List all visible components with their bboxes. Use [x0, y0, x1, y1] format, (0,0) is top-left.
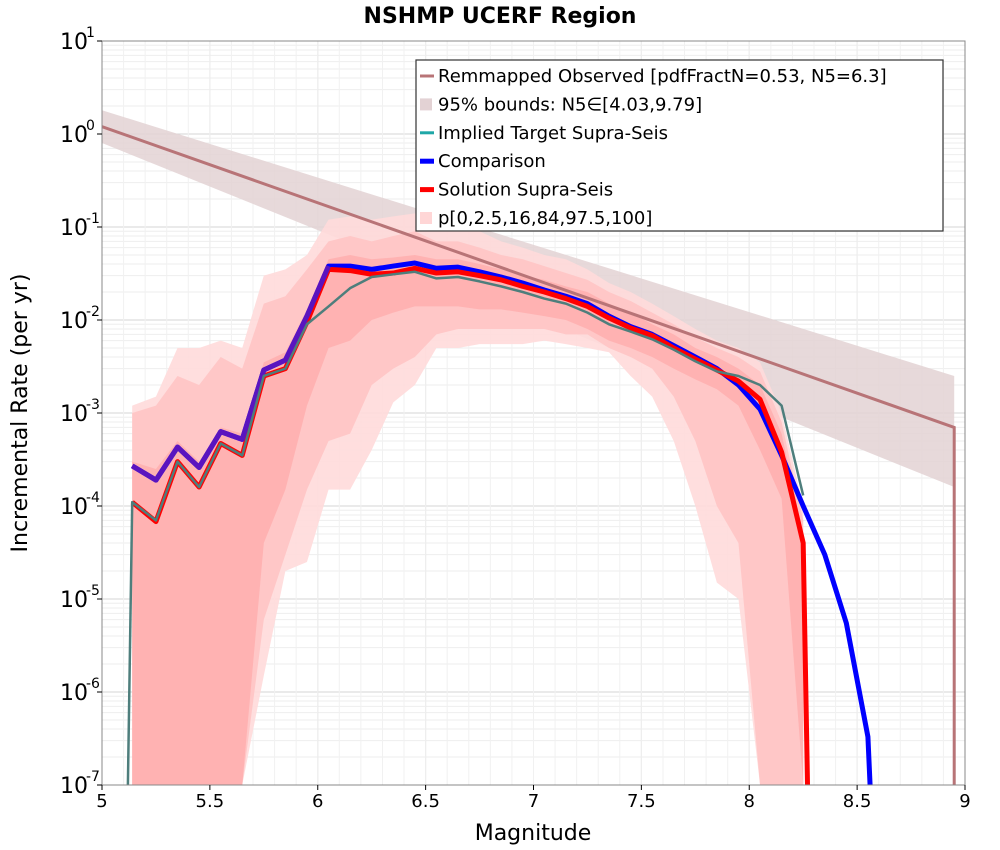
x-tick-label: 8: [744, 791, 755, 812]
y-tick-label: 10: [60, 402, 88, 427]
y-tick-exponent: -1: [86, 211, 100, 227]
x-tick-label: 5.5: [196, 791, 225, 812]
legend-entry: Remmapped Observed [pdfFractN=0.53, N5=6…: [438, 66, 887, 87]
y-tick-exponent: -6: [86, 676, 100, 692]
legend-entry: p[0,2.5,16,84,97.5,100]: [438, 208, 652, 229]
x-tick-label: 7: [528, 791, 539, 812]
y-tick-label: 10: [60, 309, 88, 334]
legend: Remmapped Observed [pdfFractN=0.53, N5=6…: [415, 59, 944, 232]
y-tick-label: 10: [60, 216, 88, 241]
x-tick-label: 6.5: [411, 791, 440, 812]
target-line: [126, 270, 805, 785]
legend-entry: 95% bounds: N5∈[4.03,9.79]: [438, 94, 702, 115]
x-tick-label: 5: [96, 791, 107, 812]
y-tick-exponent: -3: [86, 397, 100, 413]
y-tick-label: 10: [60, 681, 88, 706]
y-tick-exponent: -2: [86, 304, 100, 320]
legend-swatch: [420, 98, 432, 111]
x-axis-ticks: 5 5.5 6 6.5 7 7.5 8 8.5 9: [96, 785, 971, 812]
chart-title: NSHMP UCERF Region: [364, 4, 637, 29]
series-lines: [102, 125, 956, 785]
x-tick-label: 8.5: [843, 791, 872, 812]
y-tick-exponent: -5: [86, 583, 100, 599]
comparison-overlap-line: [130, 265, 331, 483]
y-tick-exponent: -4: [86, 490, 100, 506]
y-tick-label: 10: [60, 495, 88, 520]
x-tick-label: 7.5: [627, 791, 656, 812]
legend-swatch: [420, 212, 432, 224]
band-p16-p84: [132, 254, 804, 785]
legend-box: [415, 59, 944, 232]
y-tick-label: 10: [60, 123, 88, 148]
legend-entry: Comparison: [438, 151, 546, 172]
y-tick-label: 10: [60, 30, 88, 55]
legend-entry: Implied Target Supra-Seis: [438, 123, 668, 144]
y-tick-exponent: -7: [86, 769, 100, 785]
legend-entry: Solution Supra-Seis: [438, 180, 613, 201]
y-tick-label: 10: [60, 774, 88, 799]
percentile-bands: [102, 110, 955, 785]
y-tick-exponent: 0: [86, 118, 95, 134]
y-axis-label: Incremental Rate (per yr): [8, 274, 33, 553]
x-axis-label: Magnitude: [475, 821, 592, 846]
y-tick-exponent: 1: [86, 25, 95, 41]
y-tick-label: 10: [60, 588, 88, 613]
observed-line: [102, 125, 956, 785]
x-tick-label: 9: [959, 791, 970, 812]
x-tick-label: 6: [312, 791, 323, 812]
